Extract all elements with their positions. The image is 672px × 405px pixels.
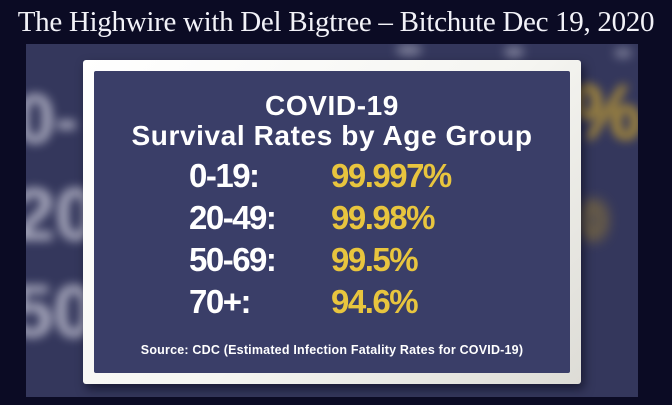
slide-heading: COVID-19 Survival Rates by Age Group <box>94 71 570 151</box>
video-caption-bar: The Highwire with Del Bigtree – Bitchute… <box>0 0 672 44</box>
ghost-blur-blob <box>396 44 422 56</box>
slide-card: COVID-19 Survival Rates by Age Group 0-1… <box>83 60 581 384</box>
ghost-age-label-0-19: 0- <box>26 80 79 158</box>
source-note: Source: CDC (Estimated Infection Fatalit… <box>140 343 524 357</box>
ghost-digit: 0 <box>578 191 609 251</box>
slide-panel: COVID-19 Survival Rates by Age Group 0-1… <box>94 71 570 373</box>
slide-title-line1: COVID-19 <box>265 90 399 121</box>
video-caption-text: The Highwire with Del Bigtree – Bitchute… <box>17 5 655 38</box>
table-row: 70+: 94.6% <box>94 281 570 323</box>
survival-rate-value: 99.5% <box>331 241 419 278</box>
survival-rate-value: 94.6% <box>331 283 419 320</box>
ghost-age-label-50-69: 50 <box>26 270 95 353</box>
survival-rates-table: 0-19: 99.997% 20-49: 99.98% 50-69: 99.5%… <box>94 155 570 323</box>
table-row: 20-49: 99.98% <box>94 197 570 239</box>
ghost-blur-blob <box>614 48 632 58</box>
age-group-label: 20-49: <box>189 199 277 236</box>
survival-rate-value: 99.997% <box>331 157 452 194</box>
video-frame: 0- 20 50 % 0 COVID-19 Survival Rates by … <box>26 44 638 397</box>
age-group-label: 50-69: <box>189 241 277 278</box>
slide-title-line2: Survival Rates by Age Group <box>131 120 533 151</box>
table-row: 0-19: 99.997% <box>94 155 570 197</box>
table-row: 50-69: 99.5% <box>94 239 570 281</box>
ghost-percent-sign: % <box>572 68 638 156</box>
age-group-label: 0-19: <box>189 157 260 194</box>
survival-rate-value: 99.98% <box>331 199 435 236</box>
ghost-blur-blob <box>504 46 524 58</box>
age-group-label: 70+: <box>189 283 251 320</box>
